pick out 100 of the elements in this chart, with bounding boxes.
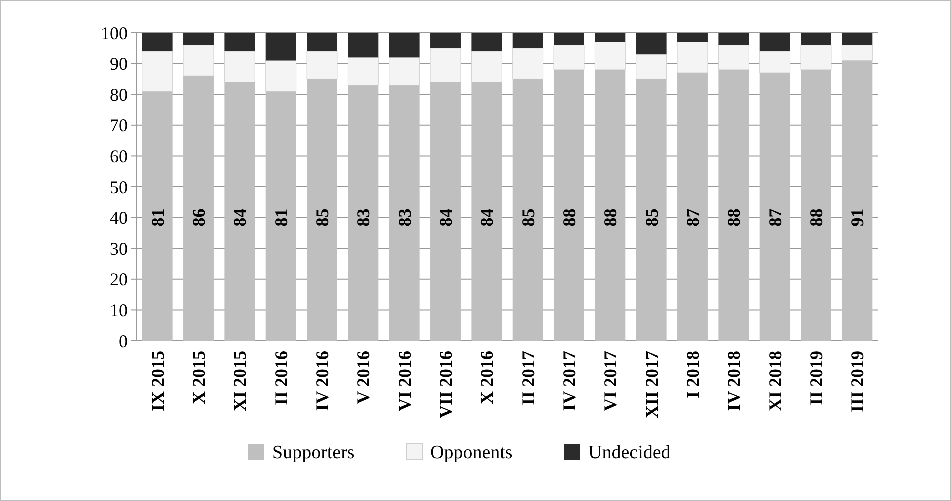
bar	[595, 33, 626, 42]
bar	[224, 82, 256, 341]
bar	[266, 60, 297, 92]
x-tick-label: IV 2018	[724, 351, 744, 412]
y-tick-label: 70	[110, 116, 128, 136]
bar	[595, 70, 626, 341]
bar	[472, 82, 502, 341]
bar	[430, 48, 462, 83]
bar	[224, 33, 256, 52]
y-tick-label: 20	[110, 270, 128, 290]
data-label: 85	[518, 208, 538, 227]
legend-label: Undecided	[588, 442, 672, 464]
bar	[430, 33, 461, 48]
bar	[636, 54, 668, 80]
y-tick-label: 100	[101, 23, 128, 44]
bar	[512, 79, 544, 341]
bar	[594, 42, 626, 70]
x-tick-label: XI 2018	[765, 351, 786, 412]
bar	[678, 33, 708, 42]
x-tick-label: IV 2016	[312, 351, 333, 412]
bar	[554, 45, 585, 70]
legend-label: Supporters	[272, 442, 355, 464]
bar	[718, 70, 750, 341]
bar	[842, 33, 873, 46]
y-tick-label: 80	[110, 84, 128, 105]
x-tick-label: XI 2015	[230, 351, 250, 412]
x-tick-label: II 2016	[271, 351, 292, 406]
data-label: 81	[271, 208, 292, 227]
bar	[760, 33, 790, 52]
x-tick-label: I 2018	[683, 351, 704, 399]
bar	[718, 33, 750, 46]
data-label: 88	[560, 208, 580, 227]
bar	[184, 33, 214, 46]
bar	[471, 51, 502, 83]
bar	[142, 92, 173, 341]
bar	[307, 79, 338, 341]
bar	[224, 51, 256, 83]
bar	[554, 70, 584, 341]
x-tick-label: IX 2015	[148, 351, 168, 412]
data-label: 83	[354, 208, 374, 227]
data-label: 88	[806, 208, 827, 227]
bar	[800, 45, 832, 70]
bar	[554, 33, 584, 46]
x-tick-label: IV 2017	[560, 351, 580, 412]
data-label: 84	[230, 208, 250, 227]
y-tick-label: 0	[119, 331, 128, 352]
bar	[678, 73, 708, 341]
x-tick-label: II 2017	[518, 351, 538, 406]
bar	[307, 33, 338, 52]
x-tick-label: VII 2016	[436, 351, 456, 419]
x-tick-label: V 2016	[354, 351, 374, 404]
bar	[389, 33, 420, 58]
bar	[142, 33, 173, 52]
legend-label: Opponents	[430, 442, 513, 464]
x-tick-label: II 2019	[806, 351, 827, 406]
bar	[677, 42, 708, 74]
bar	[266, 92, 296, 341]
bar	[430, 82, 461, 341]
y-tick-label: 90	[110, 54, 128, 74]
bar	[801, 33, 832, 46]
bar	[348, 33, 379, 58]
bar	[266, 33, 296, 61]
data-label: 84	[477, 208, 498, 227]
data-label: 87	[683, 208, 704, 227]
bar	[636, 79, 667, 341]
y-tick-label: 10	[110, 300, 128, 320]
x-tick-label: VI 2016	[394, 351, 415, 412]
data-label: 88	[724, 208, 744, 227]
bar	[512, 48, 544, 80]
data-label: 84	[436, 208, 456, 227]
bar	[306, 51, 338, 80]
bar	[389, 85, 420, 341]
bar	[184, 76, 214, 341]
data-label: 88	[600, 208, 621, 227]
bar	[472, 33, 502, 52]
data-label: 91	[848, 208, 868, 227]
data-label: 87	[765, 208, 786, 227]
bar	[348, 57, 379, 86]
bar	[512, 33, 544, 48]
x-tick-label: XII 2017	[642, 351, 662, 419]
data-label: 85	[642, 208, 662, 227]
y-tick-label: 40	[110, 208, 128, 228]
x-tick-label: VI 2017	[600, 351, 621, 412]
y-tick-label: 60	[110, 146, 128, 166]
bar	[348, 85, 379, 341]
x-tick-label: X 2016	[477, 351, 498, 404]
bar	[389, 57, 420, 86]
data-label: 86	[189, 208, 210, 227]
bar	[760, 51, 791, 74]
bar	[760, 73, 790, 341]
y-tick-label: 30	[110, 238, 128, 259]
bar	[842, 60, 873, 341]
data-label: 83	[394, 208, 415, 227]
bar	[142, 51, 174, 92]
y-tick-label: 50	[110, 177, 128, 198]
bar	[636, 33, 667, 55]
bar	[718, 45, 750, 70]
bar	[801, 70, 832, 341]
bar	[183, 45, 214, 76]
x-tick-label: X 2015	[189, 351, 210, 404]
